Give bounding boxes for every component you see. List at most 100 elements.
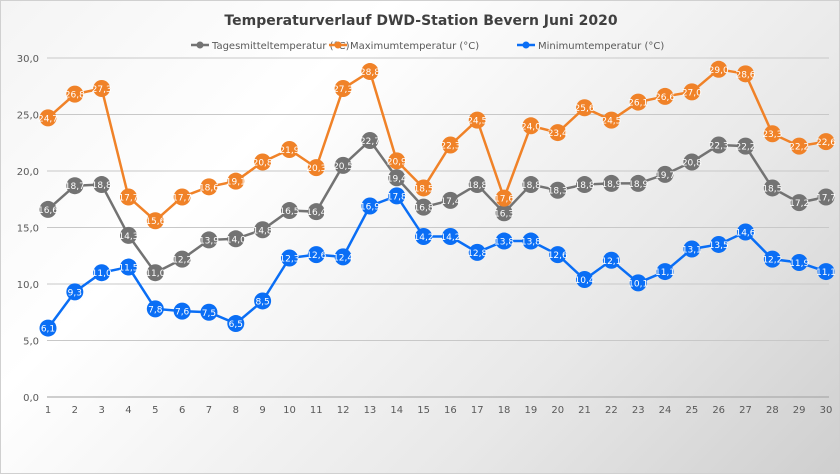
data-label: 26,1 xyxy=(628,99,648,109)
data-point xyxy=(146,300,164,318)
data-point xyxy=(361,197,379,215)
data-label: 12,1 xyxy=(601,257,621,267)
data-label: 14,6 xyxy=(735,229,755,239)
data-label: 8,5 xyxy=(255,297,269,307)
data-label: 18,5 xyxy=(414,184,434,194)
data-point xyxy=(737,137,755,155)
legend-marker xyxy=(196,41,204,49)
data-label: 26,6 xyxy=(655,93,675,103)
data-point xyxy=(66,177,84,195)
data-label: 16,8 xyxy=(414,204,434,214)
data-label: 20,5 xyxy=(333,162,353,172)
data-point xyxy=(388,152,406,170)
data-label: 10,1 xyxy=(628,279,648,289)
data-point xyxy=(200,303,218,321)
data-point xyxy=(549,181,567,199)
data-point xyxy=(200,178,218,196)
legend: Tagesmitteltemperatur (°C) Maximumtempera… xyxy=(191,41,664,52)
data-point xyxy=(656,87,674,105)
data-point xyxy=(817,188,835,206)
data-point xyxy=(415,198,433,216)
data-label: 25,6 xyxy=(575,104,595,114)
data-point xyxy=(334,156,352,174)
data-label: 11,1 xyxy=(816,268,836,278)
data-label: 14,8 xyxy=(253,226,273,236)
x-tick-label: 7 xyxy=(206,405,212,416)
data-point xyxy=(39,200,57,218)
data-label: 10,4 xyxy=(575,276,595,286)
x-tick-label: 14 xyxy=(390,405,403,416)
data-point xyxy=(495,204,513,222)
x-tick-label: 12 xyxy=(337,405,350,416)
data-point xyxy=(710,136,728,154)
data-label: 11,0 xyxy=(92,269,112,279)
data-point xyxy=(66,283,84,301)
y-tick-label: 30,0 xyxy=(17,54,39,65)
data-label: 20,8 xyxy=(682,158,702,168)
data-label: 13,8 xyxy=(521,238,541,248)
x-tick-label: 4 xyxy=(125,405,131,416)
data-point xyxy=(93,80,111,98)
data-label: 24,0 xyxy=(521,122,541,132)
data-label: 17,8 xyxy=(387,192,407,202)
series-maximumtemperatur: 24,7 26,8 27,3 17,7 15,6 17,7 18,6 19,1 20,8 21,9… xyxy=(38,60,836,230)
data-point xyxy=(93,264,111,282)
data-point xyxy=(656,165,674,183)
data-point xyxy=(388,169,406,187)
data-label: 24,7 xyxy=(38,114,58,124)
data-point xyxy=(763,250,781,268)
y-tick-label: 20,0 xyxy=(17,167,39,178)
data-label: 27,0 xyxy=(682,88,702,98)
data-label: 16,3 xyxy=(494,209,514,219)
data-label: 23,3 xyxy=(762,130,782,140)
legend-marker xyxy=(522,41,530,49)
data-point xyxy=(119,258,137,276)
x-tick-label: 29 xyxy=(793,405,806,416)
x-tick-label: 22 xyxy=(605,405,618,416)
x-tick-label: 18 xyxy=(498,405,511,416)
data-point xyxy=(763,125,781,143)
y-tick-label: 0,0 xyxy=(23,393,39,404)
data-point xyxy=(602,251,620,269)
x-tick-label: 24 xyxy=(659,405,672,416)
y-tick-label: 15,0 xyxy=(17,224,39,235)
data-label: 13,8 xyxy=(494,238,514,248)
data-point xyxy=(522,232,540,250)
data-point xyxy=(683,153,701,171)
data-point xyxy=(468,111,486,129)
data-label: 6,5 xyxy=(229,320,243,330)
data-label: 22,6 xyxy=(816,138,836,148)
y-tick-label: 25,0 xyxy=(17,111,39,122)
data-point xyxy=(495,189,513,207)
data-point xyxy=(441,191,459,209)
x-tick-label: 26 xyxy=(712,405,725,416)
axes: 0,05,010,015,020,025,030,01 2 3 4 5 6 7 8 9 10 11 1… xyxy=(17,54,833,416)
data-point xyxy=(361,131,379,149)
data-point xyxy=(576,270,594,288)
data-label: 19,4 xyxy=(387,174,407,184)
data-label: 7,5 xyxy=(202,309,216,319)
data-label: 27,3 xyxy=(333,85,353,95)
x-tick-label: 16 xyxy=(444,405,457,416)
data-point xyxy=(66,85,84,103)
data-label: 14,2 xyxy=(440,233,460,243)
data-label: 7,8 xyxy=(148,305,163,315)
x-tick-label: 3 xyxy=(98,405,104,416)
x-tick-label: 11 xyxy=(310,405,323,416)
data-label: 18,6 xyxy=(199,183,219,193)
data-point xyxy=(549,246,567,264)
x-tick-label: 6 xyxy=(179,405,185,416)
data-point xyxy=(441,228,459,246)
data-label: 16,6 xyxy=(38,206,58,216)
data-point xyxy=(495,232,513,250)
data-point xyxy=(468,176,486,194)
chart-title: Temperaturverlauf DWD-Station Bevern Jun… xyxy=(224,13,617,29)
data-label: 21,9 xyxy=(279,146,299,156)
data-point xyxy=(549,124,567,142)
legend-item: Minimumtemperatur (°C) xyxy=(517,41,664,52)
data-label: 18,8 xyxy=(467,181,487,191)
data-point xyxy=(119,188,137,206)
data-label: 12,6 xyxy=(306,251,326,261)
